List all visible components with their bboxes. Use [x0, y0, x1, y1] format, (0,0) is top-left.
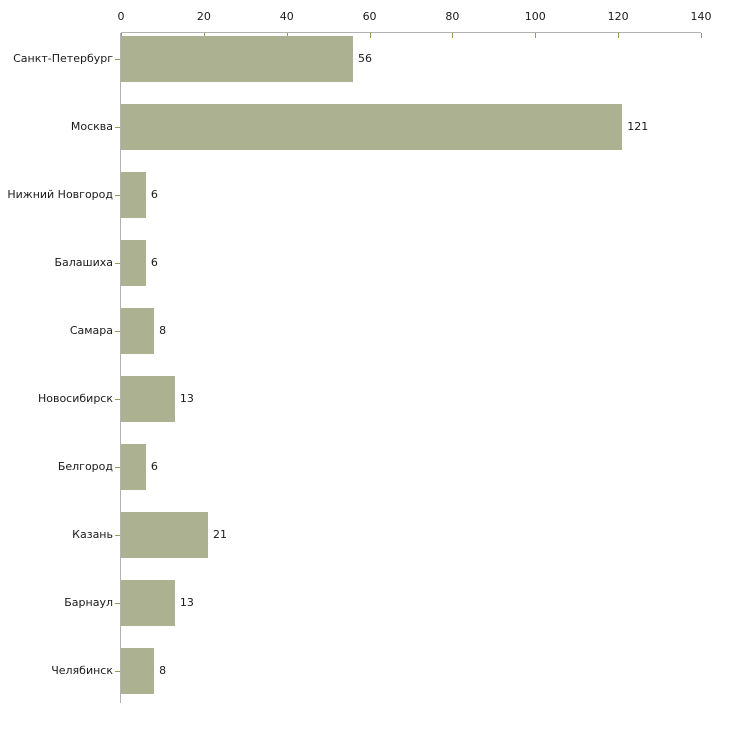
x-tick-140	[701, 33, 702, 38]
category-label: Санкт-Петербург	[13, 52, 113, 65]
x-tick-label-60: 60	[362, 10, 377, 23]
x-tick-100	[535, 33, 537, 38]
x-tick-40	[286, 33, 288, 38]
bar[interactable]	[121, 172, 146, 218]
y-axis-line	[120, 33, 121, 703]
category-label: Казань	[72, 528, 113, 541]
x-tick-label-80: 80	[445, 10, 460, 23]
category-label: Самара	[69, 324, 113, 337]
y-tick-2	[115, 195, 120, 196]
bar[interactable]	[121, 580, 175, 626]
category-label: Москва	[70, 120, 113, 133]
x-tick-label-0: 0	[117, 10, 125, 23]
bar-value-label: 21	[213, 528, 227, 541]
bar-value-label: 6	[150, 256, 158, 269]
category-label: Новосибирск	[37, 392, 113, 405]
bar[interactable]	[121, 512, 208, 558]
bar[interactable]	[121, 308, 155, 354]
y-tick-6	[115, 467, 120, 468]
bar-value-label: 6	[150, 188, 158, 201]
x-tick-80	[452, 33, 454, 38]
bar[interactable]	[121, 648, 155, 694]
category-label: Балашиха	[54, 256, 113, 269]
category-label: Челябинск	[51, 664, 113, 677]
x-tick-120	[618, 33, 620, 38]
y-tick-1	[115, 127, 120, 128]
y-tick-3	[115, 263, 120, 264]
x-tick-20	[203, 33, 205, 38]
bar-value-label: 6	[150, 460, 158, 473]
y-tick-0	[115, 59, 120, 60]
bar[interactable]	[121, 240, 146, 286]
x-tick-label-100: 100	[524, 10, 546, 23]
x-tick-label-140: 140	[690, 10, 712, 23]
category-label: Барнаул	[64, 596, 113, 609]
bar-value-label: 8	[159, 324, 167, 337]
bar-value-label: 56	[358, 52, 372, 65]
x-tick-label-120: 120	[607, 10, 629, 23]
bar-value-label: 8	[159, 664, 167, 677]
bar-value-label: 13	[179, 596, 194, 609]
bar[interactable]	[121, 376, 175, 422]
x-axis-line	[121, 32, 701, 33]
bar-value-label: 121	[627, 120, 649, 133]
y-tick-4	[115, 331, 120, 332]
bar[interactable]	[121, 444, 146, 490]
y-tick-7	[115, 535, 120, 536]
y-tick-8	[115, 603, 120, 604]
y-tick-9	[115, 671, 120, 672]
category-label: Белгород	[57, 460, 113, 473]
bar[interactable]	[121, 104, 623, 150]
x-tick-label-20: 20	[196, 10, 211, 23]
x-tick-60	[369, 33, 371, 38]
y-tick-5	[115, 399, 120, 400]
bar-value-label: 13	[179, 392, 194, 405]
x-tick-0	[121, 33, 122, 38]
bar[interactable]	[121, 36, 353, 82]
category-label: Нижний Новгород	[7, 188, 113, 201]
x-tick-label-40: 40	[279, 10, 294, 23]
